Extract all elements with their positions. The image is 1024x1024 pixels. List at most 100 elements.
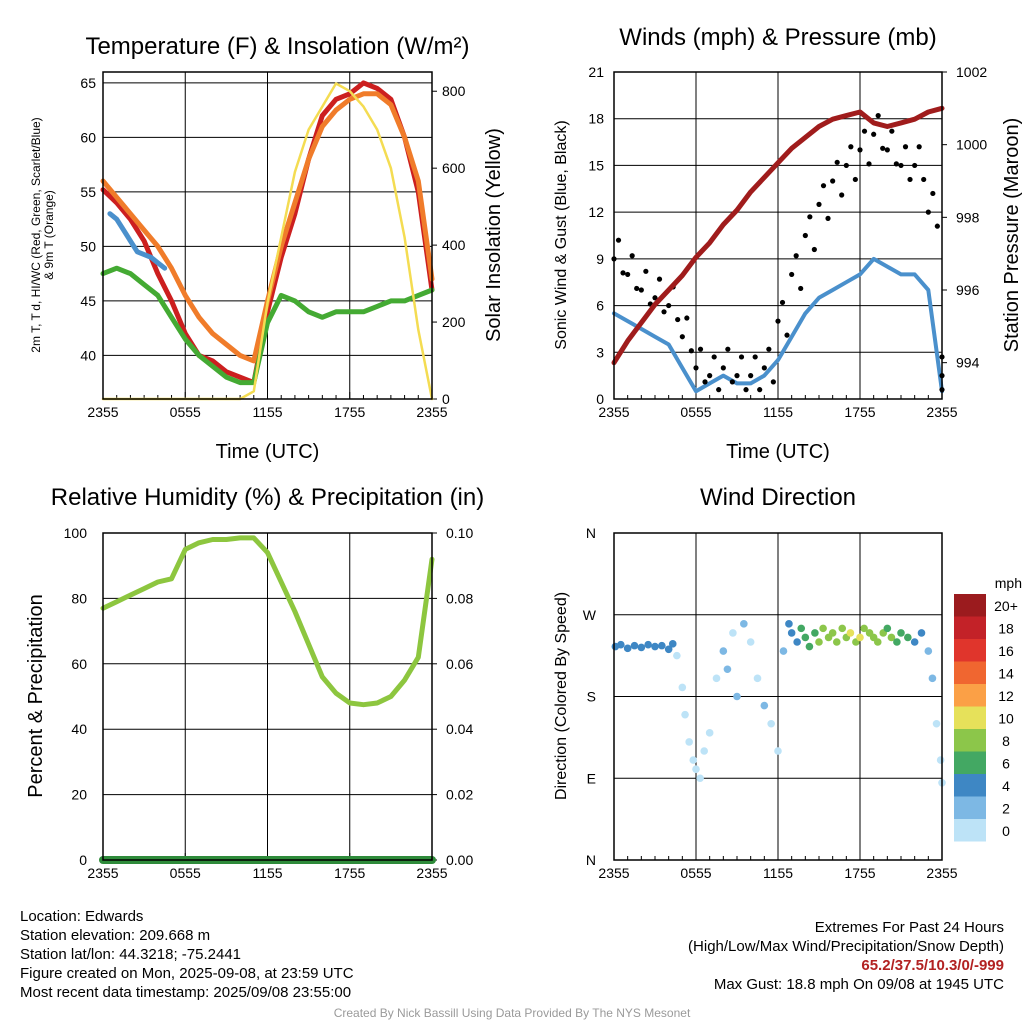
direction-point [623, 644, 632, 653]
direction-point [838, 624, 847, 633]
gust-point [880, 145, 886, 151]
x-tick-label: 1155 [763, 865, 793, 881]
direction-point [897, 629, 905, 637]
gust-point [930, 190, 936, 197]
y-tick-label: 45 [80, 293, 96, 309]
gust-point [889, 128, 895, 134]
direction-point [936, 756, 945, 764]
y2-tick-label: 0.10 [446, 525, 473, 541]
chart-title: Relative Humidity (%) & Precipitation (i… [51, 484, 484, 511]
series-line [611, 105, 945, 366]
x-tick-label: 2355 [416, 404, 447, 420]
y2-tick-label: 200 [442, 314, 466, 330]
y-tick-label: 100 [64, 525, 88, 541]
gust-point [916, 144, 922, 150]
colorbar-swatch [954, 796, 986, 819]
y2-tick-label: 0 [442, 391, 450, 407]
series-line [100, 535, 435, 708]
y-axis-label: Direction (Colored By Speed) [553, 592, 570, 800]
colorbar-label: 10 [998, 711, 1014, 727]
direction-point [651, 642, 659, 651]
gust-point [702, 379, 708, 385]
y-tick-label: S [587, 689, 596, 705]
y-axis-label-line: 2m T, T d, HI/WC (Red, Green, Scarlet/Bl… [29, 117, 43, 352]
direction-point [733, 692, 741, 701]
series-line [612, 256, 944, 394]
extremes-heading: Extremes For Past 24 Hours [814, 919, 1004, 936]
series-line [100, 265, 435, 386]
x-tick-label: 1755 [844, 865, 875, 881]
colorbar-swatch [954, 819, 986, 842]
y-tick-label: 20 [71, 787, 87, 803]
direction-point [917, 629, 926, 637]
gust-point [738, 354, 745, 360]
y-axis-label-line: & 9m T (Orange) [42, 190, 56, 280]
gust-point [757, 387, 763, 393]
direction-point [719, 647, 728, 655]
y2-tick-label: 994 [956, 355, 980, 371]
gust-point [711, 354, 717, 360]
gust-point [793, 253, 799, 259]
y2-axis-label: Solar Insolation (Yellow) [483, 128, 505, 342]
y2-tick-label: 0.04 [446, 721, 473, 737]
direction-point [705, 729, 714, 737]
direction-point [924, 647, 933, 655]
gust-point [893, 161, 899, 167]
y2-axis-label: Station Pressure (Maroon) [1001, 118, 1023, 353]
direction-point [685, 738, 693, 746]
gust-point [684, 315, 690, 321]
gust-point [811, 246, 817, 253]
direction-point [805, 642, 814, 651]
gust-point [843, 162, 849, 169]
plot-frame [102, 71, 433, 400]
gust-point [652, 295, 658, 301]
direction-point [811, 629, 819, 637]
direction-point [779, 647, 788, 655]
gust-point [907, 176, 913, 183]
gust-point [925, 209, 931, 215]
chart-title: Winds (mph) & Pressure (mb) [619, 24, 936, 51]
gust-point [898, 162, 904, 169]
gust-point [752, 354, 758, 360]
colorbar-swatch [954, 639, 986, 662]
direction-point [932, 719, 941, 728]
direction-point [767, 719, 775, 728]
gust-point [857, 147, 863, 153]
gust-point [656, 276, 663, 282]
gust-point [934, 223, 940, 229]
series-line [107, 211, 168, 271]
gust-point [798, 285, 804, 292]
gust-point [707, 373, 713, 379]
direction-point [712, 674, 721, 683]
y2-tick-label: 400 [442, 237, 466, 253]
colorbar-swatch [954, 706, 986, 729]
gust-point [779, 299, 786, 306]
x-tick-label: 1755 [844, 404, 875, 420]
extremes-values: 65.2/37.5/10.3/0/-999 [861, 957, 1004, 974]
direction-point [787, 629, 796, 637]
gust-point [716, 387, 722, 393]
direction-point [774, 747, 782, 755]
y-tick-label: 0 [596, 391, 604, 407]
direction-point [700, 747, 708, 755]
y-tick-label: N [586, 525, 596, 541]
y-tick-label: 9 [596, 251, 604, 267]
direction-point [760, 701, 769, 710]
gust-point [675, 316, 681, 323]
y-tick-label: 3 [596, 344, 604, 360]
gust-point [748, 373, 754, 379]
colorbar-swatch [954, 594, 986, 617]
station-elevation: Station elevation: 209.668 m [20, 927, 211, 944]
gust-point [802, 232, 808, 239]
plot-frame [613, 532, 943, 861]
direction-point [678, 683, 687, 692]
direction-point [832, 638, 841, 646]
x-tick-label: 1155 [252, 404, 282, 420]
gust-point [866, 161, 872, 167]
y-tick-label: 6 [596, 298, 604, 314]
chart-title: Wind Direction [700, 484, 856, 511]
figure-created: Figure created on Mon, 2025-09-08, at 23… [20, 965, 354, 982]
y-tick-label: 15 [588, 157, 604, 173]
gust-point [643, 268, 649, 274]
y-tick-label: 18 [588, 111, 604, 127]
